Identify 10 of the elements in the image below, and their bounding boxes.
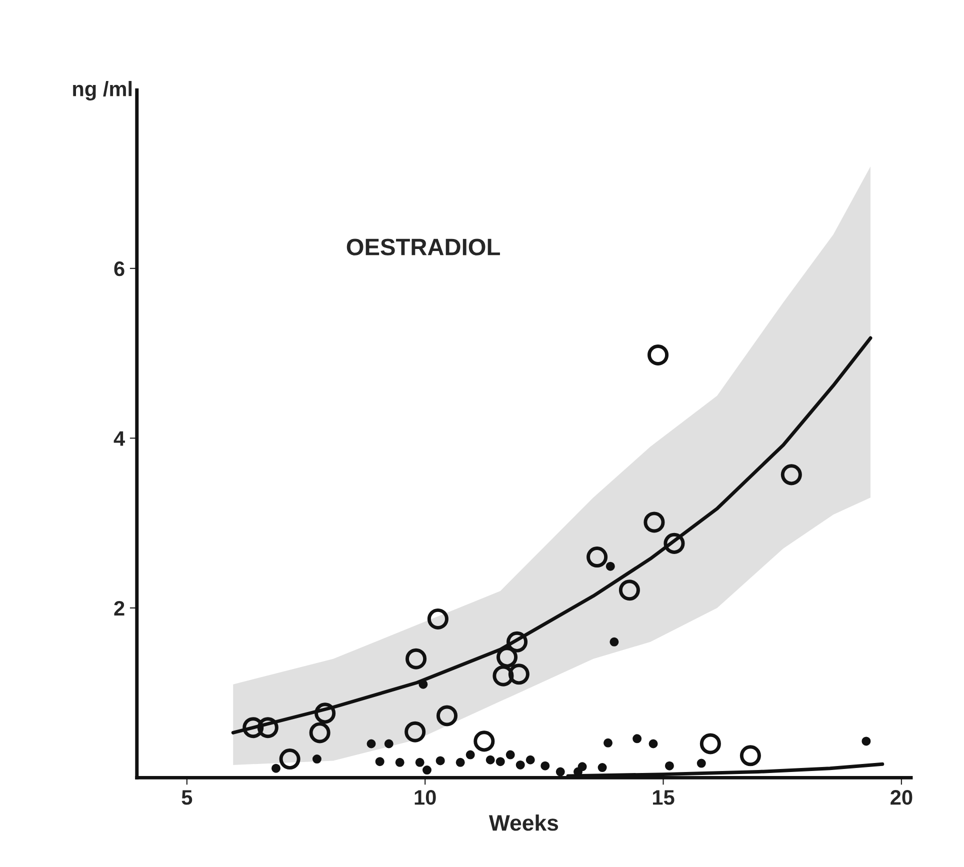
x-tick-label: 10 bbox=[414, 790, 436, 805]
y-tick-label: 2 bbox=[114, 600, 124, 616]
y-tick-label: 4 bbox=[114, 431, 125, 446]
x-tick-label: 15 bbox=[652, 790, 674, 805]
y-axis-title: ng /ml bbox=[73, 80, 132, 100]
x-axis-title: Weeks bbox=[488, 814, 558, 831]
x-tick-label: 5 bbox=[182, 790, 192, 805]
y-tick-label: 6 bbox=[114, 261, 124, 276]
annotation: OESTRADIOL bbox=[346, 238, 500, 256]
x-tick-label: 20 bbox=[890, 790, 912, 805]
